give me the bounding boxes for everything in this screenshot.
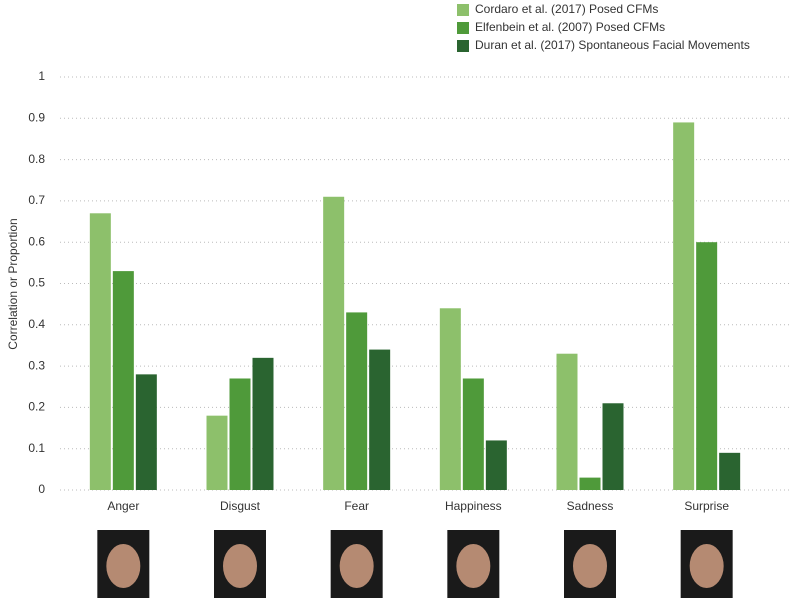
bar bbox=[719, 452, 741, 490]
face-photo-face bbox=[339, 544, 374, 588]
bar bbox=[323, 196, 345, 490]
x-tick-label: Disgust bbox=[220, 499, 261, 513]
x-tick-label: Surprise bbox=[684, 499, 729, 513]
y-tick-label: 0.7 bbox=[28, 193, 45, 207]
bar bbox=[556, 353, 578, 490]
legend-label: Duran et al. (2017) Spontaneous Facial M… bbox=[475, 38, 750, 52]
bar bbox=[579, 477, 601, 490]
y-tick-label: 0.5 bbox=[28, 276, 45, 290]
x-tick-label: Anger bbox=[107, 499, 139, 513]
y-tick-label: 1 bbox=[38, 69, 45, 83]
bar bbox=[135, 374, 157, 490]
legend-swatch bbox=[457, 40, 469, 52]
x-tick-label: Sadness bbox=[567, 499, 614, 513]
bar bbox=[112, 271, 134, 490]
bar bbox=[485, 440, 507, 490]
legend-label: Elfenbein et al. (2007) Posed CFMs bbox=[475, 20, 665, 34]
bar bbox=[229, 378, 251, 490]
bar bbox=[439, 308, 461, 490]
y-tick-label: 0.9 bbox=[28, 110, 45, 124]
bar bbox=[369, 349, 391, 490]
face-photo-face bbox=[106, 544, 141, 588]
bar bbox=[252, 357, 274, 490]
face-photo-face bbox=[573, 544, 607, 588]
bar bbox=[673, 122, 695, 491]
x-tick-label: Fear bbox=[344, 499, 369, 513]
bar bbox=[89, 213, 111, 491]
face-photo-face bbox=[223, 544, 257, 588]
y-tick-label: 0.1 bbox=[28, 441, 45, 455]
face-photo-face bbox=[456, 544, 491, 588]
y-tick-label: 0.6 bbox=[28, 234, 45, 248]
bar bbox=[346, 312, 368, 490]
legend-swatch bbox=[457, 22, 469, 34]
x-tick-label: Happiness bbox=[445, 499, 502, 513]
face-photo-face bbox=[689, 544, 724, 588]
y-tick-label: 0.4 bbox=[28, 317, 45, 331]
y-tick-label: 0 bbox=[38, 482, 45, 496]
bar bbox=[602, 403, 624, 490]
bar bbox=[462, 378, 484, 490]
y-tick-label: 0.8 bbox=[28, 152, 45, 166]
bar bbox=[696, 242, 718, 490]
y-tick-label: 0.3 bbox=[28, 358, 45, 372]
y-tick-label: 0.2 bbox=[28, 400, 45, 414]
bar bbox=[206, 415, 228, 490]
legend-swatch bbox=[457, 4, 469, 16]
legend-label: Cordaro et al. (2017) Posed CFMs bbox=[475, 2, 658, 16]
y-axis-label: Correlation or Proportion bbox=[6, 218, 20, 349]
